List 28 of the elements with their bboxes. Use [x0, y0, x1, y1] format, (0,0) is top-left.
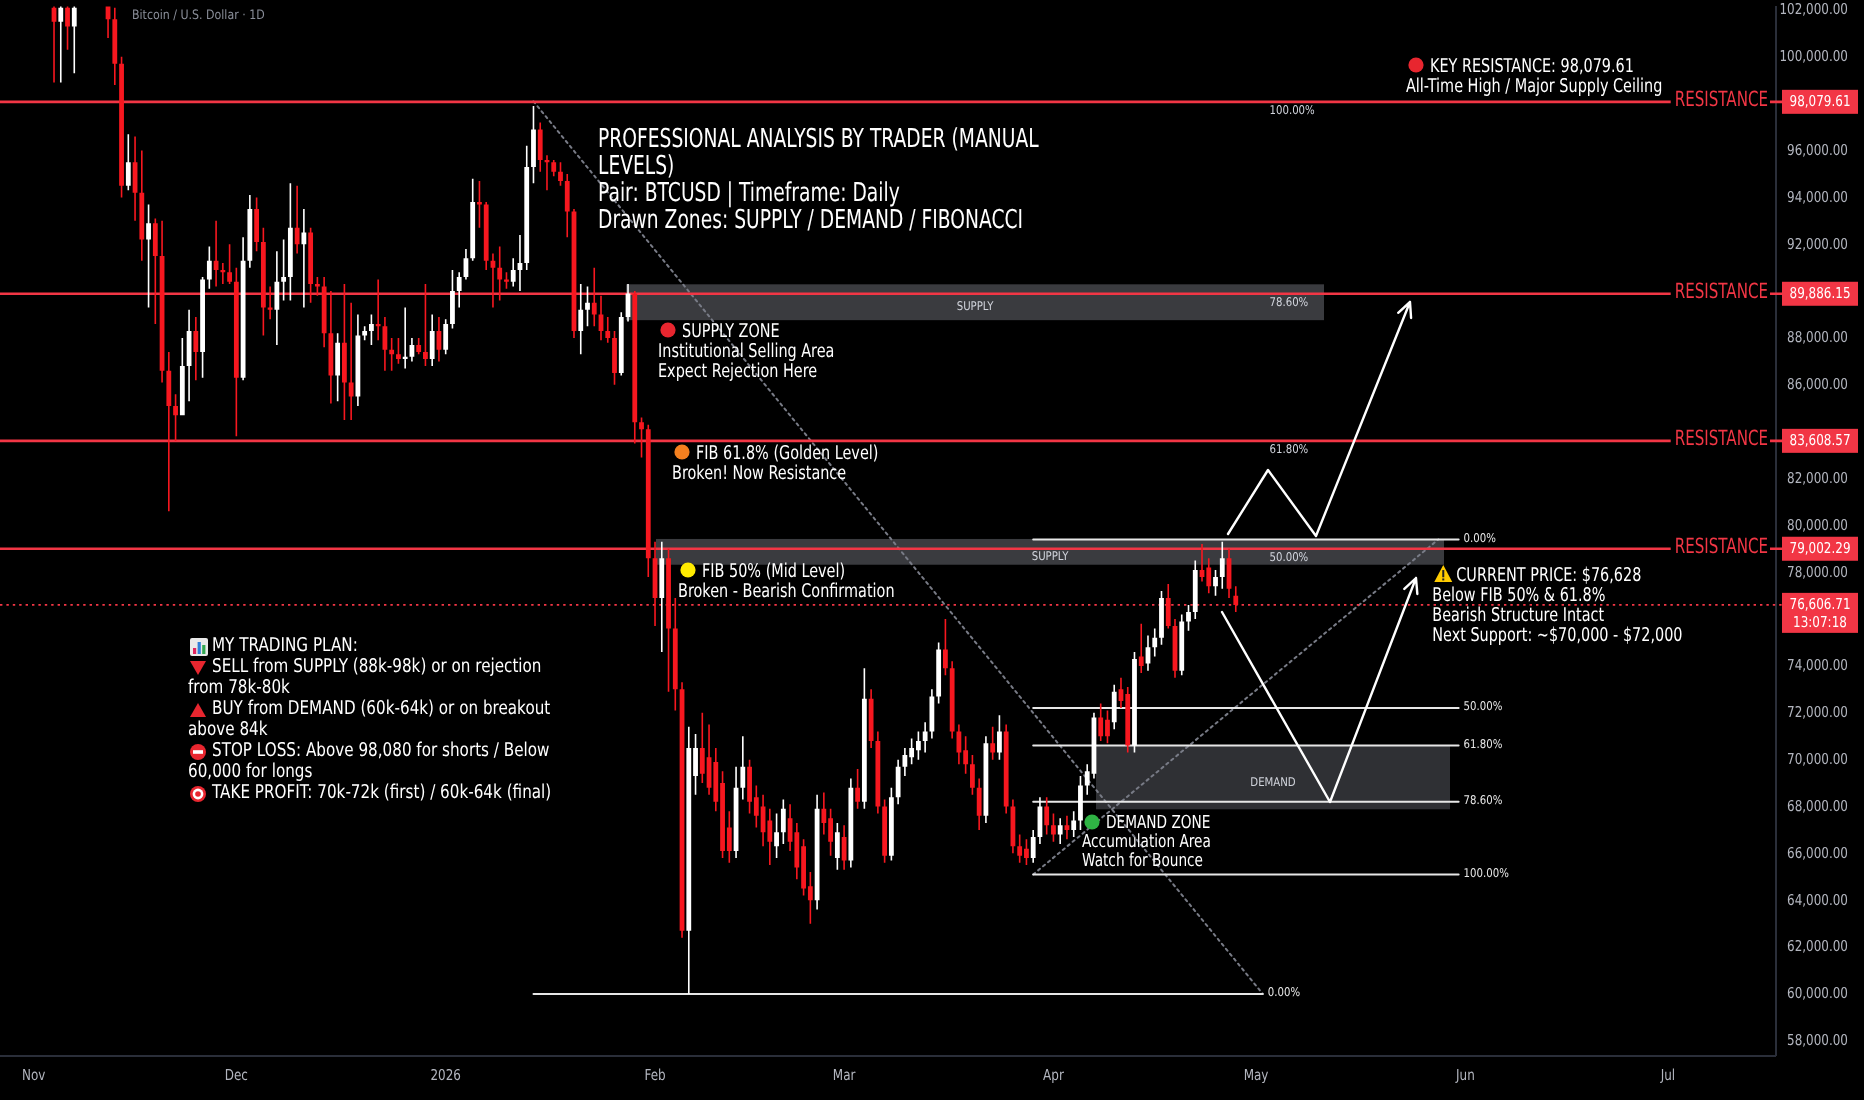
candlestick	[294, 185, 300, 254]
candlestick	[51, 6, 57, 83]
annotation: CURRENT PRICE: $76,628 Below FIB 50% & 61.8% Bearish Structure Intact Next Support: ~$70,000 - $72,000	[1432, 562, 1683, 646]
candlestick	[71, 6, 77, 74]
annotation: RESISTANCE	[1674, 282, 1769, 306]
annotation: RESISTANCE	[1674, 537, 1769, 561]
candlestick	[578, 284, 584, 355]
annotation: MY TRADING PLAN: SELL from SUPPLY (88k-98k) or on rejection from 78k-80k BUY from DEMAND (60k-64k) or on breakout above 84k STOP LOSS: Above 98,080 for shorts / Below 60,000 for longs TAKE PROFIT: 70k-72k (first) / 60k-64k (final)	[188, 635, 552, 806]
candlestick	[1138, 623, 1144, 673]
candlestick	[659, 541, 665, 652]
text: PROFESSIONAL ANALYSIS BY TRADER (MANUAL LEVELS)	[598, 121, 1040, 181]
annotation: FIB 61.8% (Golden Level) Broken! Now Resistance	[672, 440, 879, 484]
candlestick	[301, 209, 307, 308]
candlestick	[1064, 815, 1070, 840]
candlestick	[1057, 818, 1063, 844]
annotation: SUPPLY ZONE Institutional Selling Area Expect Rejection Here	[658, 318, 835, 382]
candlestick	[58, 6, 64, 83]
text: Pair: BTCUSD | Timeframe: Daily Drawn Zones: SUPPLY / DEMAND / FIBONACCI	[598, 175, 1024, 235]
candlestick	[1219, 541, 1225, 589]
annotation: KEY RESISTANCE: 98,079.61 All-Time High / Major Supply Ceiling	[1406, 53, 1663, 97]
candlestick	[213, 220, 219, 287]
candlestick	[193, 316, 199, 381]
annotation: RESISTANCE	[1674, 90, 1769, 114]
annotation: DEMAND ZONE Accumulation Area Watch for Bounce	[1082, 811, 1212, 871]
candlestick	[402, 307, 408, 369]
annotation: RESISTANCE	[1674, 429, 1769, 453]
candlestick	[497, 246, 503, 301]
annotation: FIB 50% (Mid Level) Broken - Bearish Confirmation	[678, 558, 895, 602]
